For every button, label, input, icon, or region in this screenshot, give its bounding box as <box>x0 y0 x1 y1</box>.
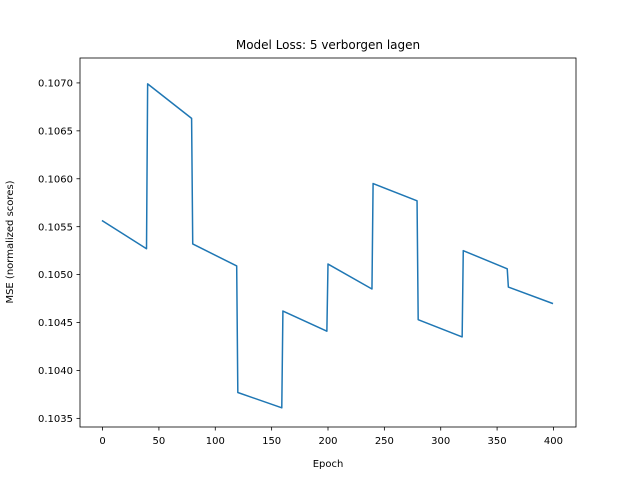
x-tick-label: 250 <box>375 436 394 447</box>
x-tick-label: 350 <box>488 436 507 447</box>
y-tick-label: 0.1060 <box>38 174 73 185</box>
y-tick-label: 0.1065 <box>38 126 73 137</box>
x-tick-label: 300 <box>431 436 450 447</box>
y-tick-label: 0.1040 <box>38 366 73 377</box>
y-tick-label: 0.1035 <box>38 414 73 425</box>
plot-layer <box>101 83 554 409</box>
y-axis: 0.1035 0.1040 0.1045 0.1050 0.1055 0.1060 0.10… <box>38 79 80 425</box>
y-tick-label: 0.1050 <box>38 270 73 281</box>
series-line <box>101 83 554 409</box>
x-tick-label: 150 <box>262 436 281 447</box>
chart-title: Model Loss: 5 verborgen lagen <box>236 38 420 52</box>
y-axis-label: MSE (normalized scores) <box>5 180 16 303</box>
x-tick-label: 400 <box>544 436 563 447</box>
x-tick-label: 0 <box>99 436 105 447</box>
x-axis-label: Epoch <box>313 459 344 470</box>
x-tick-label: 50 <box>153 436 166 447</box>
x-axis: 0 50 100 150 200 250 300 350 400 <box>99 427 563 447</box>
x-tick-label: 100 <box>206 436 225 447</box>
x-tick-label: 200 <box>318 436 337 447</box>
y-tick-label: 0.1055 <box>38 222 73 233</box>
y-tick-label: 0.1045 <box>38 318 73 329</box>
y-tick-label: 0.1070 <box>38 79 73 90</box>
